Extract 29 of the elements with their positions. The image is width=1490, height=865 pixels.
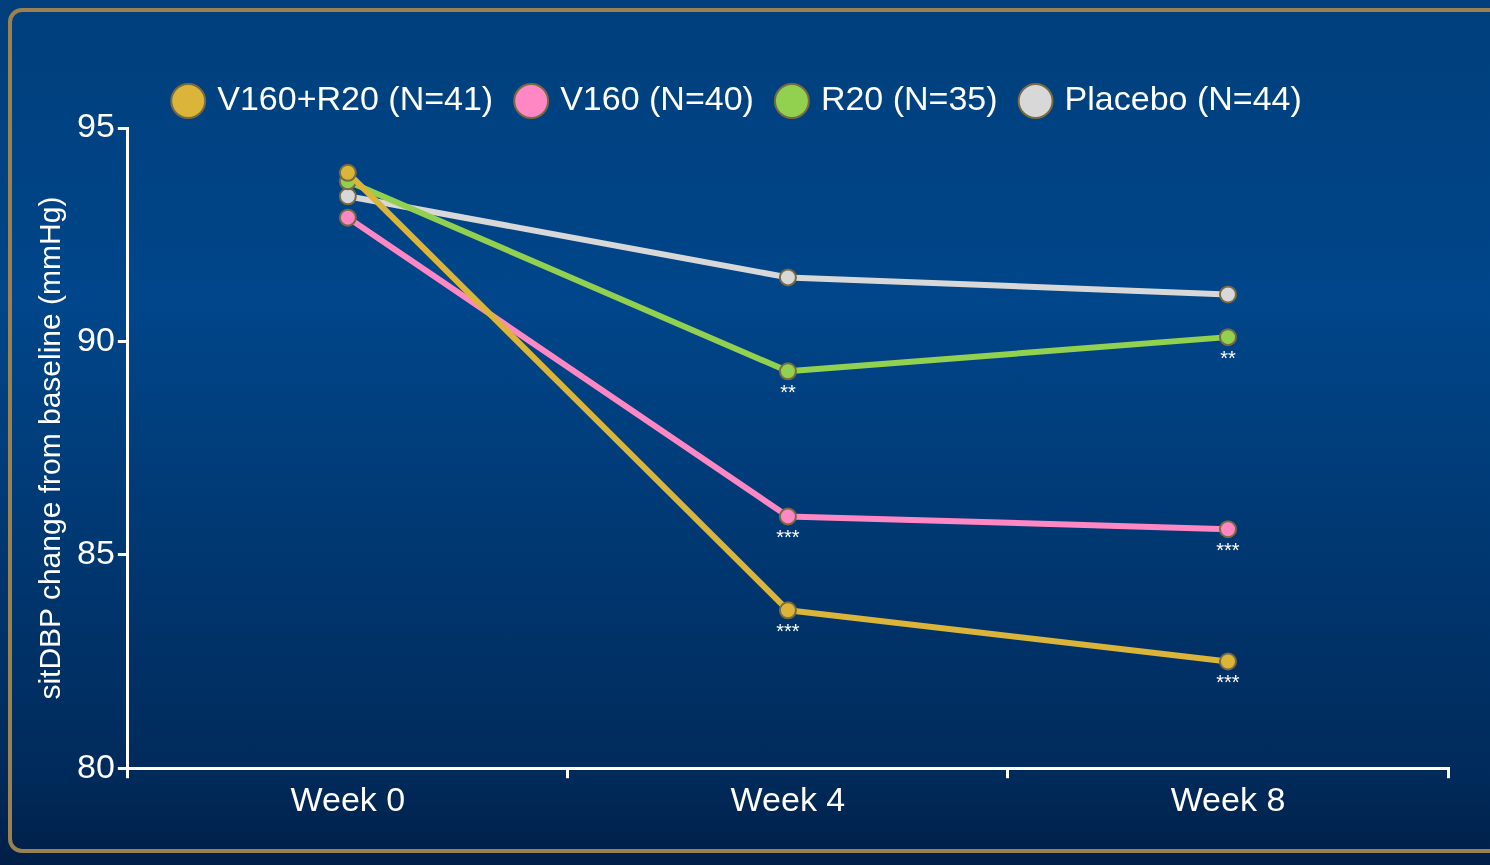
annotation: ** xyxy=(780,380,796,403)
point xyxy=(778,268,797,287)
annotation: *** xyxy=(776,525,800,548)
point xyxy=(338,187,357,206)
point xyxy=(778,362,797,381)
x-tick-label: Week 8 xyxy=(1170,779,1286,818)
legend-label: Placebo (N=44) xyxy=(1064,79,1302,118)
point xyxy=(1218,520,1237,539)
point xyxy=(1218,285,1237,304)
annotation: ** xyxy=(1220,346,1236,369)
annotation: *** xyxy=(1216,671,1240,694)
point xyxy=(338,163,357,182)
point xyxy=(1218,328,1237,347)
legend-label: V160+R20 (N=41) xyxy=(217,79,494,118)
y-axis-title: sitDBP change from baseline (mmHg) xyxy=(33,196,67,700)
annotation: *** xyxy=(1216,538,1240,561)
point xyxy=(778,507,797,526)
x-tick-label: Week 4 xyxy=(730,779,846,818)
x-tick-label: Week 0 xyxy=(290,779,406,818)
y-tick-label: 85 xyxy=(76,533,115,572)
point xyxy=(338,208,357,227)
y-tick-label: 90 xyxy=(76,319,115,358)
y-tick-label: 95 xyxy=(76,106,115,145)
legend-label: V160 (N=40) xyxy=(560,79,754,118)
legend-label: R20 (N=35) xyxy=(820,79,998,118)
y-tick-label: 80 xyxy=(76,746,115,785)
point xyxy=(1218,652,1237,671)
annotation: *** xyxy=(776,619,800,642)
point xyxy=(778,601,797,620)
